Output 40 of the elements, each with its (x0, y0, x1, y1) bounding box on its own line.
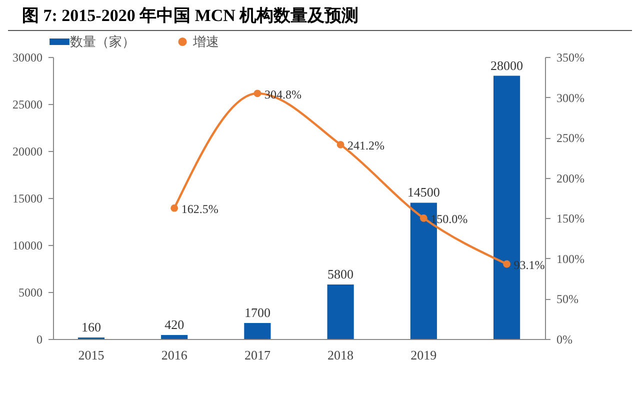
data-label: 420 (164, 317, 184, 332)
data-label: 28000 (490, 58, 524, 73)
y2-tick-label: 0% (556, 332, 572, 346)
data-label: 241.2% (348, 138, 385, 153)
y-tick-label: 0 (36, 332, 42, 346)
x-tick-label: 2015 (78, 348, 104, 362)
y-tick-label: 5000 (18, 286, 42, 300)
data-label: 5800 (328, 266, 354, 282)
y-tick-label: 20000 (12, 144, 42, 158)
y-tick-label: 10000 (12, 238, 42, 252)
y-tick-label: 25000 (12, 98, 42, 112)
y2-tick-label: 250% (556, 131, 584, 146)
bar (244, 323, 271, 339)
y2-tick-label: 200% (556, 171, 584, 186)
data-label: 304.8% (264, 87, 302, 102)
legend-label: 数量（家） (70, 34, 135, 49)
chart-title: 图 7: 2015-2020 年中国 MCN 机构数量及预测 (8, 0, 632, 31)
data-label: 162.5% (181, 202, 218, 216)
data-label: 14500 (407, 184, 440, 200)
y2-tick-label: 300% (556, 90, 584, 105)
bar (161, 335, 188, 339)
y2-tick-label: 50% (556, 292, 578, 306)
point (420, 214, 428, 222)
y-tick-label: 30000 (12, 50, 42, 64)
x-tick-label: 2017 (244, 348, 271, 362)
point (503, 260, 510, 268)
legend-label: 增速 (192, 34, 219, 49)
bar (327, 284, 354, 339)
data-label: 1700 (244, 305, 270, 320)
y2-tick-label: 100% (556, 252, 584, 266)
data-label: 160 (81, 319, 101, 334)
point (254, 90, 262, 98)
point (336, 140, 344, 148)
x-tick-label: 2016 (161, 348, 188, 362)
y2-tick-label: 150% (556, 212, 584, 226)
point (170, 204, 178, 212)
y-tick-label: 15000 (12, 192, 42, 206)
y2-tick-label: 350% (556, 50, 584, 64)
x-tick-label: 2019 (410, 348, 437, 362)
x-tick-label: 2018 (328, 348, 354, 362)
